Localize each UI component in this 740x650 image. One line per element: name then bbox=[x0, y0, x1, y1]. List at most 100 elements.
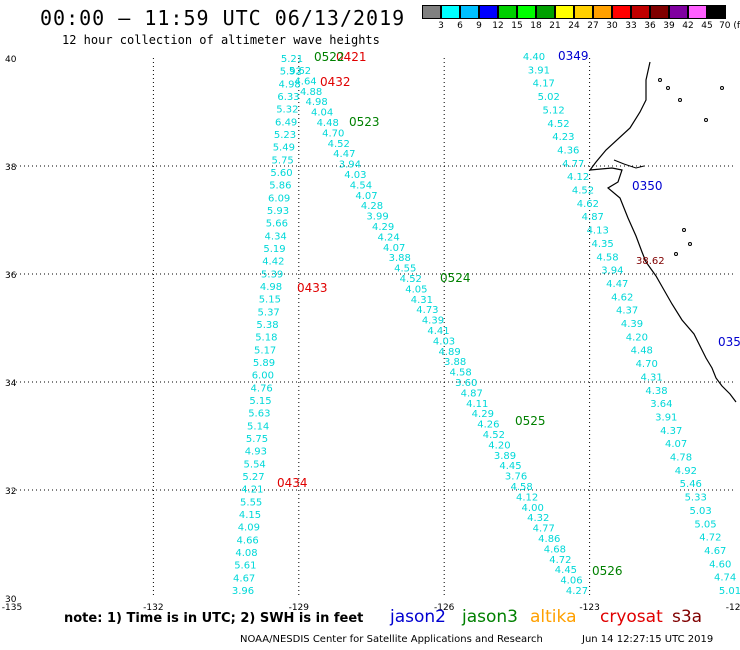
legend-swatch bbox=[574, 5, 593, 19]
swh-value-label: 3.94 bbox=[601, 266, 623, 277]
swh-value-label: 4.98 bbox=[279, 79, 301, 90]
legend-swatch bbox=[422, 5, 441, 19]
page-subtitle: 12 hour collection of altimeter wave hei… bbox=[62, 33, 380, 47]
swh-value-label: 5.63 bbox=[248, 409, 270, 420]
swh-value-label: 5.12 bbox=[542, 105, 564, 116]
legend-label: 27 bbox=[587, 21, 599, 31]
lon-tick-label: -126 bbox=[434, 603, 455, 613]
swh-value-label: 5.86 bbox=[269, 181, 291, 192]
satellite-altika: altika bbox=[530, 607, 577, 627]
swh-value-label: 4.31 bbox=[411, 295, 433, 306]
swh-value-label: 5.38 bbox=[256, 320, 278, 331]
swh-value-label: 4.21 bbox=[241, 485, 263, 496]
swh-value-label: 4.37 bbox=[616, 306, 638, 317]
swh-value-label: 5.89 bbox=[253, 358, 275, 369]
legend-label: 45 bbox=[701, 21, 713, 31]
swh-value-label: 4.64 bbox=[294, 76, 316, 87]
swh-value-label: 5.93 bbox=[267, 206, 289, 217]
lon-tick-label: -129 bbox=[289, 603, 310, 613]
lat-tick-label: 34 bbox=[5, 379, 17, 389]
swh-value-label: 3.64 bbox=[650, 399, 672, 410]
swh-value-label: 3.91 bbox=[655, 412, 677, 423]
lat-tick-label: 36 bbox=[5, 271, 17, 281]
swh-value-label: 4.48 bbox=[631, 346, 653, 357]
swh-value-label: 5.66 bbox=[266, 219, 288, 230]
swh-value-label: 4.20 bbox=[488, 440, 510, 451]
lon-tick-label: -132 bbox=[143, 603, 163, 613]
swh-value-label: 4.87 bbox=[582, 212, 604, 223]
legend-label: 70 (ft) bbox=[719, 21, 740, 31]
swh-value-label: 4.24 bbox=[378, 232, 400, 243]
swh-value-label: 4.35 bbox=[591, 239, 613, 250]
swh-value-label: 5.37 bbox=[258, 307, 280, 318]
legend-swatch bbox=[688, 5, 707, 19]
satellite-s3a: s3a bbox=[672, 607, 703, 627]
swh-value-label: 4.72 bbox=[549, 555, 571, 566]
swh-value-label: 4.70 bbox=[322, 128, 344, 139]
legend-label: 21 bbox=[549, 21, 561, 31]
swh-value-label: 5.75 bbox=[272, 155, 294, 166]
swh-value-label: 4.88 bbox=[300, 87, 322, 98]
legend-swatch bbox=[479, 5, 498, 19]
legend-label: 18 bbox=[530, 21, 542, 31]
legend-swatch bbox=[612, 5, 631, 19]
swh-value-label: 5.46 bbox=[680, 479, 702, 490]
swh-value-label: 4.45 bbox=[555, 565, 577, 576]
swh-value-label: 5.75 bbox=[246, 434, 268, 445]
legend-label: 6 bbox=[457, 21, 463, 31]
swh-value-label: 5.01 bbox=[719, 586, 740, 597]
lon-tick-label: -135 bbox=[2, 603, 22, 613]
swh-value-label: 4.52 bbox=[483, 430, 505, 441]
swh-value-label: 4.60 bbox=[709, 559, 731, 570]
legend-label: 12 bbox=[492, 21, 504, 31]
pass-label: 0349 bbox=[558, 49, 589, 63]
swh-value-label: 4.52 bbox=[328, 139, 350, 150]
swh-value-label: 4.32 bbox=[527, 513, 549, 524]
legend-swatch bbox=[536, 5, 555, 19]
swh-value-label: 5.32 bbox=[276, 105, 298, 116]
legend-swatch bbox=[707, 5, 726, 19]
swh-value-label: 4.92 bbox=[675, 466, 697, 477]
swh-value-label: 6.00 bbox=[252, 371, 274, 382]
swh-value-label: 4.07 bbox=[383, 243, 405, 254]
satellite-jason2: jason2 bbox=[390, 607, 446, 627]
lat-tick-label: 38 bbox=[5, 163, 17, 173]
swh-value-label: 4.05 bbox=[405, 284, 427, 295]
legend-label: 9 bbox=[476, 21, 482, 31]
swh-value-label: 3.60 bbox=[455, 378, 477, 389]
swh-value-label: 6.09 bbox=[268, 193, 290, 204]
swh-value-label: 6.33 bbox=[277, 92, 299, 103]
swh-value-label: 4.67 bbox=[233, 573, 255, 584]
lat-tick-label: 30 bbox=[5, 595, 17, 605]
swh-value-label: 5.23 bbox=[274, 130, 296, 141]
swh-value-label: 4.12 bbox=[516, 492, 538, 503]
swh-value-label: 4.41 bbox=[427, 326, 449, 337]
pass-label: 0421 bbox=[336, 50, 367, 64]
swh-value-label: 4.45 bbox=[499, 461, 521, 472]
swh-value-label: 4.28 bbox=[361, 201, 383, 212]
swh-value-label: 4.67 bbox=[704, 546, 726, 557]
island-outline bbox=[658, 78, 662, 82]
lon-tick-label: -120 bbox=[726, 603, 740, 613]
swh-value-label: 4.37 bbox=[660, 426, 682, 437]
swh-value-label: 3.88 bbox=[444, 357, 466, 368]
swh-value-label: 4.93 bbox=[245, 447, 267, 458]
swh-value-label: 3.89 bbox=[494, 451, 516, 462]
swh-value-label: 5.60 bbox=[270, 168, 292, 179]
swh-value-label: 4.08 bbox=[235, 548, 257, 559]
swh-value-label: 4.29 bbox=[372, 222, 394, 233]
legend-swatch bbox=[650, 5, 669, 19]
legend-swatch bbox=[555, 5, 574, 19]
swh-value-label: 4.04 bbox=[311, 108, 333, 119]
swh-value-label: 4.89 bbox=[438, 347, 460, 358]
island-outline bbox=[688, 242, 692, 246]
swh-value-label: 6.49 bbox=[275, 117, 297, 128]
swh-value-label: 3.94 bbox=[339, 160, 361, 171]
lon-tick-label: -123 bbox=[579, 603, 599, 613]
pass-label: 0526 bbox=[592, 564, 623, 578]
swh-value-label: 4.77 bbox=[562, 159, 584, 170]
swh-value-label: 4.58 bbox=[596, 252, 618, 263]
swh-value-label: 4.52 bbox=[400, 274, 422, 285]
swh-value-label: 4.34 bbox=[265, 231, 287, 242]
